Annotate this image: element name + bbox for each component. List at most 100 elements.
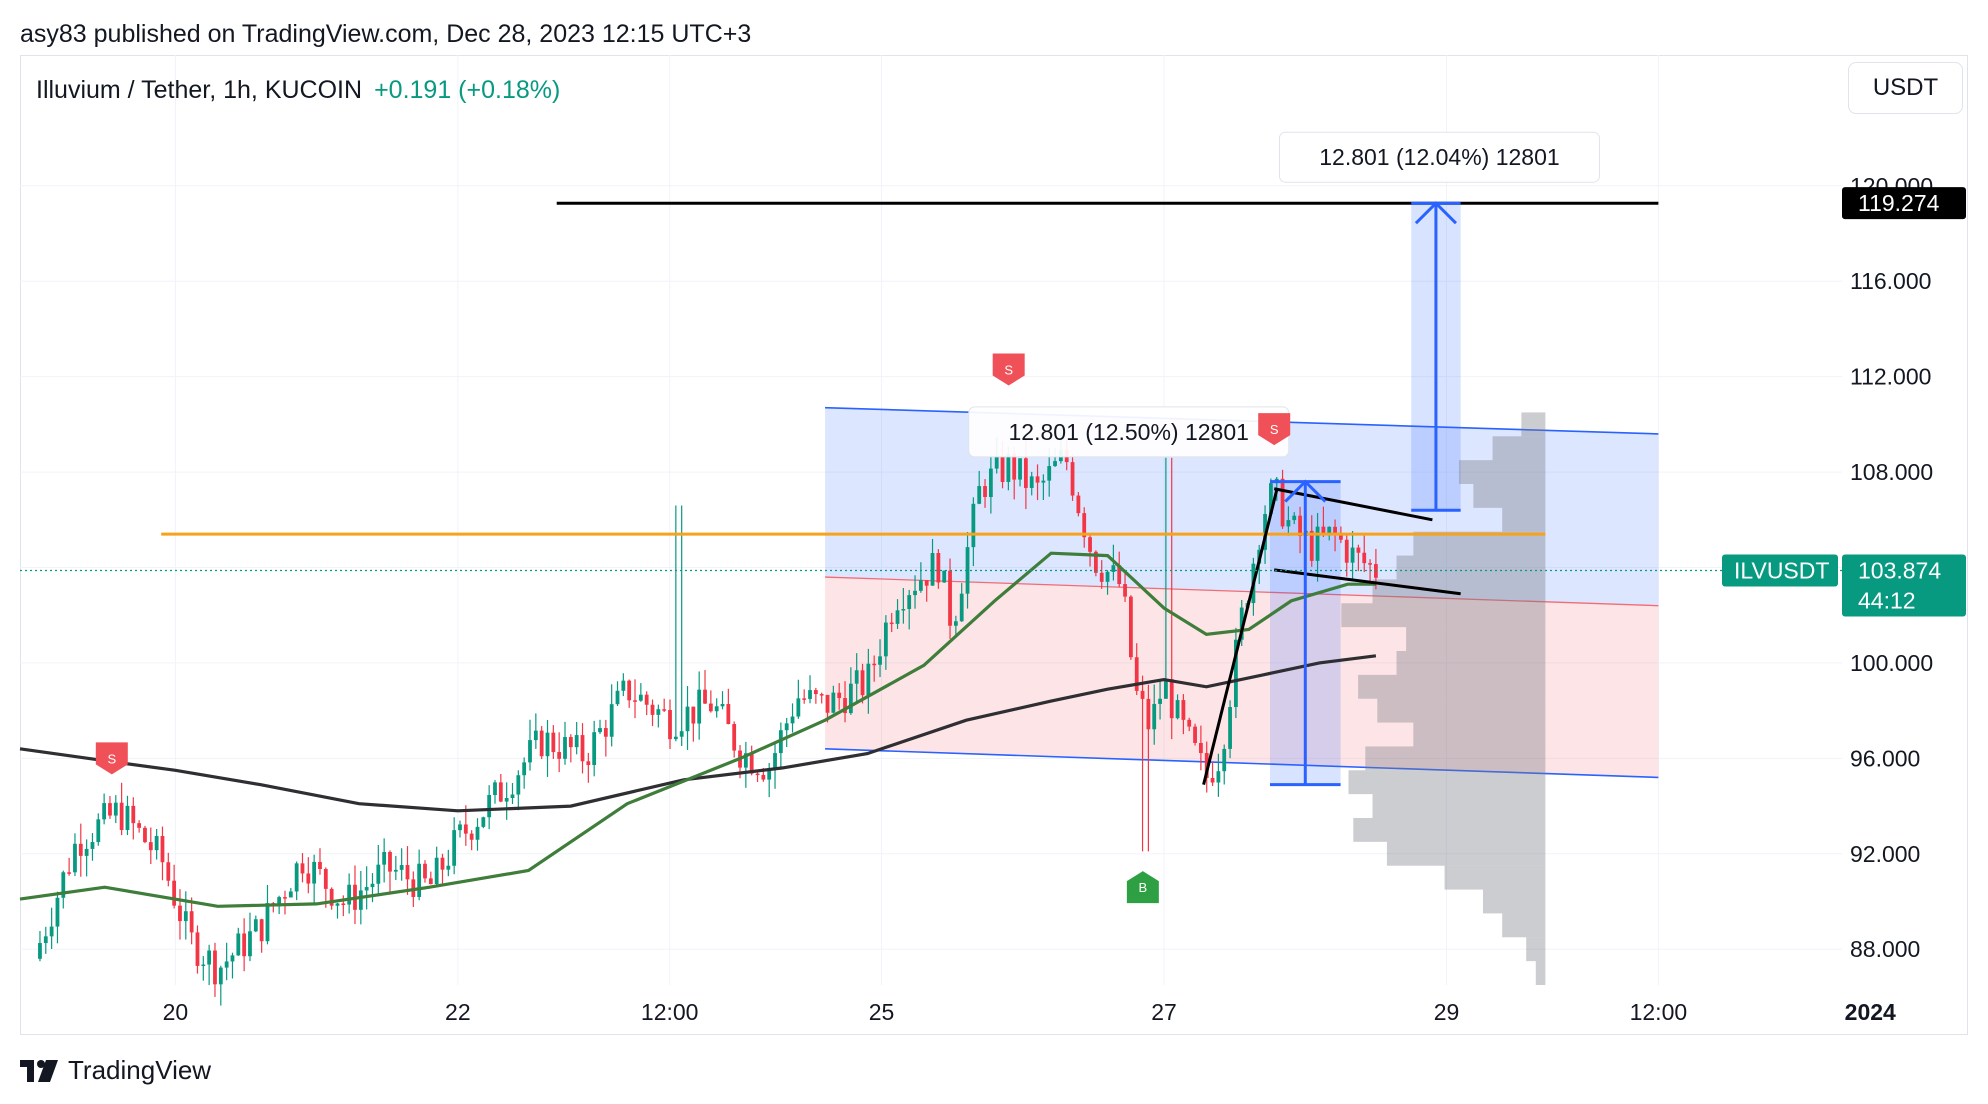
candle-body	[434, 857, 439, 885]
candle-body	[522, 762, 527, 776]
candle-body	[1140, 690, 1145, 699]
candle-body	[854, 670, 859, 684]
candle-body	[510, 794, 515, 798]
candle-body	[592, 732, 597, 766]
candle-body	[586, 761, 591, 766]
candle-body	[90, 842, 95, 849]
volume-profile-bar	[1358, 674, 1546, 699]
volume-profile-bar	[1377, 698, 1546, 723]
currency-button[interactable]: USDT	[1848, 62, 1963, 114]
candle-body	[84, 848, 89, 856]
candle-body	[563, 737, 567, 759]
candle-body	[49, 926, 54, 937]
measure-arrow-upper-head	[1414, 201, 1457, 225]
volume-profile-bar	[1396, 651, 1546, 675]
tradingview-logo-icon	[20, 1059, 58, 1082]
volume-profile-bar	[1535, 961, 1546, 985]
volume-profile-bar	[1413, 722, 1546, 747]
candle-body	[516, 775, 521, 795]
candle-body	[1128, 596, 1133, 658]
volume-profile-bar	[1458, 460, 1546, 484]
flag-upper-line	[1273, 487, 1433, 522]
symbol-legend[interactable]: Illuvium / Tether, 1h, KUCOIN +0.191 (+0.…	[36, 76, 560, 105]
sell-signal-marker	[95, 742, 128, 775]
candle-body	[749, 753, 754, 774]
candle-body	[108, 803, 112, 816]
candle-body	[277, 897, 282, 907]
candle-body	[1292, 515, 1297, 521]
candle-body	[1350, 547, 1355, 563]
channel-lower-zone	[825, 577, 1659, 778]
last-price-badge	[1842, 554, 1966, 617]
candle-body	[335, 903, 340, 906]
candle-body	[1233, 639, 1238, 707]
candle-body	[615, 690, 620, 705]
candle-body	[341, 903, 346, 905]
candle-body	[469, 833, 474, 840]
candle-body	[551, 732, 556, 753]
candle-body	[1006, 453, 1011, 482]
candle-body	[1070, 462, 1075, 496]
candle-body	[773, 753, 777, 770]
measure-label-lower: 12.801 (12.50%) 12801	[1009, 419, 1249, 445]
candle-body	[790, 716, 795, 724]
candle-body	[312, 861, 317, 884]
candle-body	[1134, 657, 1139, 691]
candle-body	[539, 730, 544, 757]
candle-body	[481, 817, 486, 827]
y-tick-label: 108.000	[1850, 459, 1933, 485]
candle-body	[498, 782, 503, 802]
last-price-label: 103.874	[1858, 558, 1941, 584]
candle-body	[907, 595, 912, 610]
candle-body	[574, 735, 579, 748]
candle-body	[545, 732, 550, 757]
y-tick-label: 116.000	[1850, 268, 1931, 294]
candle-body	[96, 819, 101, 843]
candle-body	[1018, 458, 1022, 480]
candle-body	[988, 468, 993, 498]
candle-body	[895, 610, 900, 624]
candle-body	[143, 827, 147, 843]
target-price-badge	[1842, 187, 1966, 220]
candle-body	[913, 590, 917, 596]
sell-signal-marker	[992, 353, 1025, 386]
candle-body	[1368, 563, 1372, 565]
chart-frame[interactable]	[20, 55, 1968, 1035]
candle-body	[878, 656, 882, 665]
candle-body	[668, 709, 672, 740]
candle-body	[463, 824, 468, 834]
candle-body	[137, 823, 142, 828]
candle-body	[1035, 476, 1040, 483]
candle-body	[1012, 453, 1017, 480]
x-tick-label: 27	[1151, 999, 1177, 1025]
signal-label: B	[1139, 880, 1148, 895]
candle-body	[930, 553, 935, 586]
candle-body	[1327, 526, 1332, 534]
candle-body	[417, 863, 422, 897]
candle-body	[43, 936, 48, 944]
candle-body	[691, 706, 696, 724]
sell-signal-marker	[1258, 413, 1291, 446]
candle-body	[224, 961, 229, 968]
candle-body	[1315, 526, 1320, 561]
candle-body	[259, 919, 264, 942]
candle-body	[265, 903, 270, 942]
candle-body	[458, 824, 462, 831]
signal-label: S	[107, 751, 116, 766]
volume-profile-bar	[1348, 770, 1546, 795]
volume-profile-bar	[1413, 531, 1546, 556]
candle-body	[189, 911, 194, 933]
candle-body	[1269, 483, 1273, 515]
tradingview-brand[interactable]: TradingView	[20, 1055, 211, 1086]
candle-body	[113, 802, 118, 816]
channel-bottom-line	[825, 748, 1659, 779]
candle-body	[1117, 565, 1122, 585]
volume-profile-bar	[1372, 579, 1546, 604]
candle-body	[428, 878, 433, 885]
volume-profile-bar	[1353, 818, 1546, 842]
candle-body	[936, 553, 941, 583]
x-tick-label: 29	[1434, 999, 1460, 1025]
volume-profile-bar	[1521, 412, 1546, 437]
candle-body	[714, 706, 719, 712]
